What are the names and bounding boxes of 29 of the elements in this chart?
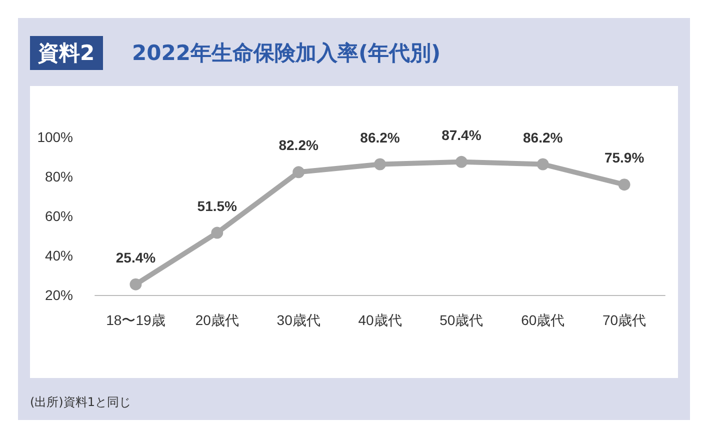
data-label: 87.4%: [442, 126, 482, 143]
x-tick-label: 20歳代: [195, 312, 239, 328]
x-tick-label: 50歳代: [440, 312, 484, 328]
text: (出所)資料1と同じ: [30, 394, 131, 411]
data-label: 82.2%: [278, 137, 319, 154]
x-tick-label: 40歳代: [358, 312, 402, 328]
point: [292, 166, 305, 178]
data-label: 51.5%: [197, 198, 238, 214]
x-tick-label: 18〜19歳: [106, 312, 166, 328]
y-tick-label: 40%: [44, 248, 73, 264]
x-tick-label: 30歳代: [276, 312, 320, 328]
data-label: 75.9%: [604, 150, 645, 166]
point: [130, 278, 142, 290]
point: [618, 178, 630, 191]
x-tick-label: 60歳代: [521, 312, 565, 328]
y-tick-label: 80%: [44, 168, 73, 184]
point: [374, 158, 386, 170]
data-label: 86.2%: [523, 129, 564, 146]
y-tick-label: 60%: [44, 208, 73, 224]
text: 資料2: [30, 36, 103, 70]
data-label: 86.2%: [360, 129, 400, 146]
chart-title: 2022年生命保険加入率(年代別): [132, 40, 441, 67]
data-label: 25.4%: [116, 249, 156, 266]
y-tick-label: 20%: [44, 287, 73, 303]
y-tick-label: 100%: [37, 129, 73, 145]
x-tick-label: 70歳代: [602, 312, 646, 328]
point: [211, 226, 224, 239]
point: [455, 156, 468, 168]
point: [536, 158, 549, 170]
